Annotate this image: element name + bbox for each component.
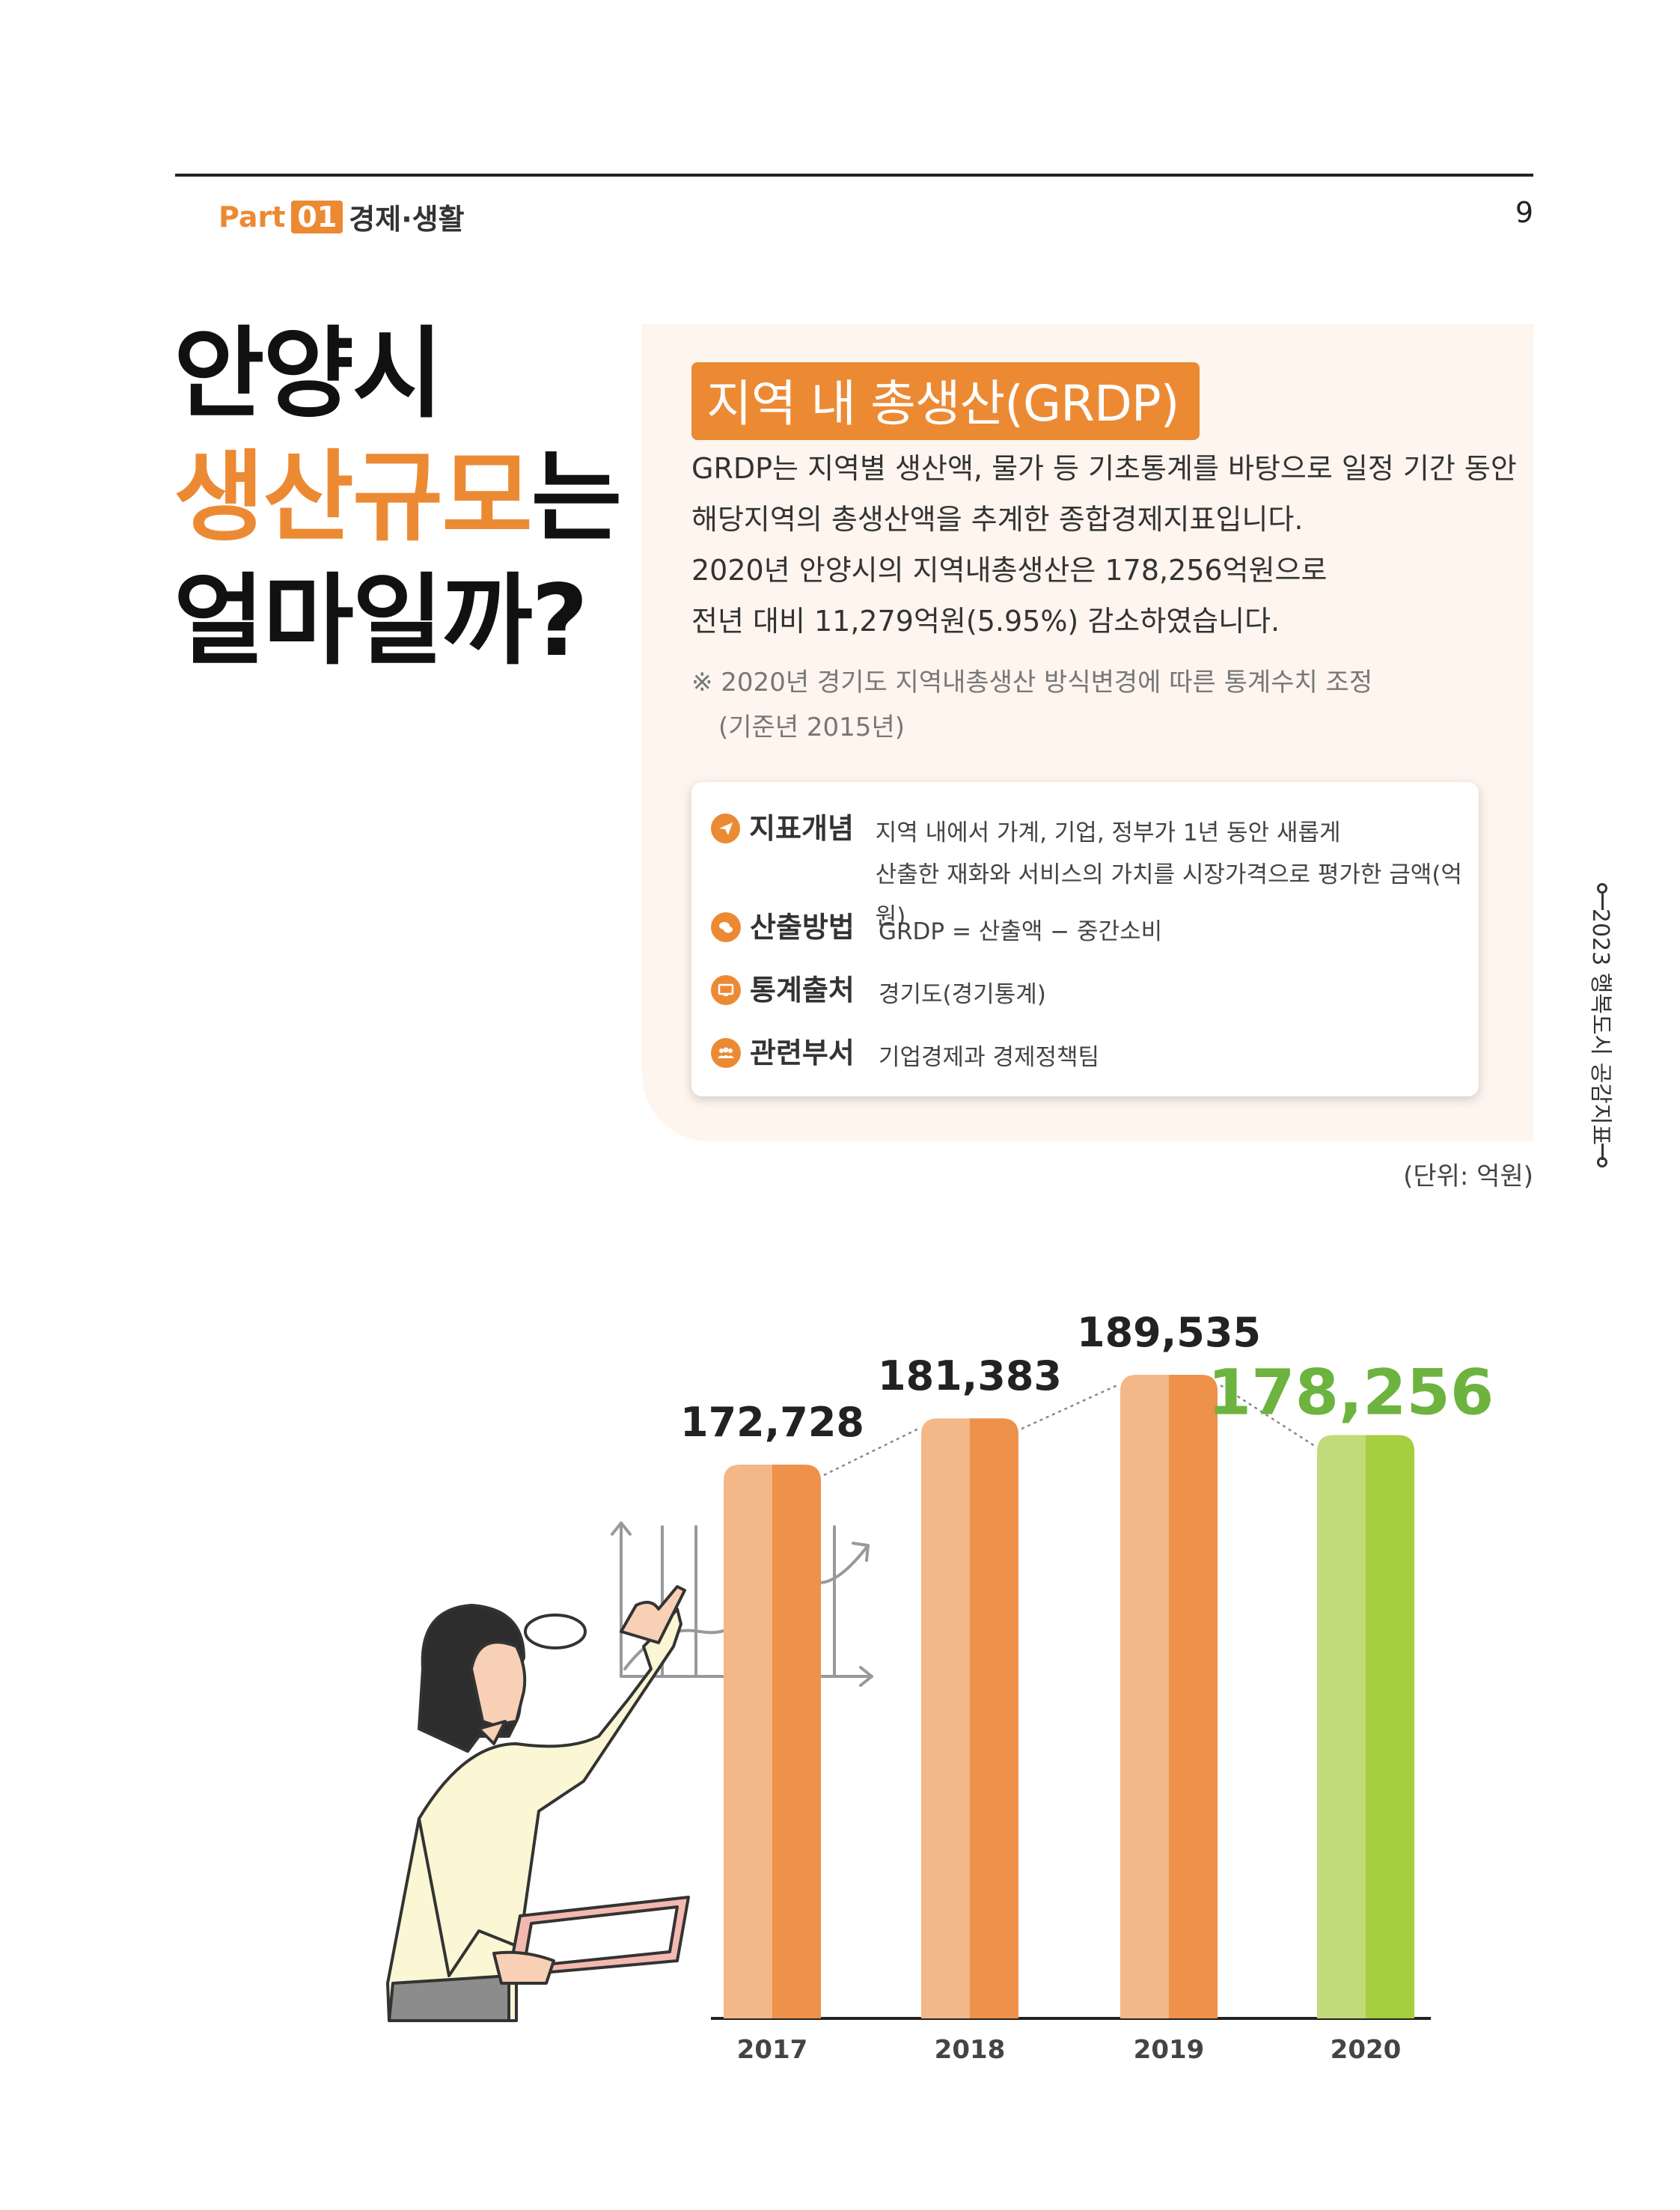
part-indicator: Part 01 경제·생활 xyxy=(219,196,465,237)
bar-2017 xyxy=(724,1465,821,2018)
category-label-2017: 2017 xyxy=(737,2035,808,2065)
title-suffix: 는 xyxy=(531,440,622,555)
detail-label: 관련부서 xyxy=(750,1037,855,1069)
note-line: (기준년 2015년) xyxy=(718,712,905,742)
detail-label: 지표개념 xyxy=(749,812,854,845)
side-tab: 2023 행복도시 공감지표 xyxy=(1587,883,1618,1167)
bar-right-half xyxy=(1169,1375,1218,2018)
part-number-badge: 01 xyxy=(291,200,343,233)
description-line: 2020년 안양시의 지역내총생산은 178,256억원으로 xyxy=(691,554,1328,587)
info-heading: 지역 내 총생산(GRDP) xyxy=(691,362,1200,440)
detail-row-method: 산출방법 GRDP = 산출액 − 중간소비 xyxy=(711,911,1162,953)
part-label: Part xyxy=(219,200,286,233)
page-title: 안양시 생산규모는 얼마일까? xyxy=(174,313,622,683)
detail-label: 통계출처 xyxy=(750,974,855,1007)
bar-right-half xyxy=(772,1465,821,2018)
side-tab-ring-bottom xyxy=(1597,1157,1607,1167)
detail-value: 지역 내에서 가계, 기업, 정부가 1년 동안 새롭게 산출한 재화와 서비스… xyxy=(876,812,1479,938)
trend-connector xyxy=(1220,1384,1315,1447)
top-rule xyxy=(175,174,1533,177)
detail-label: 산출방법 xyxy=(750,911,855,944)
monitor-icon xyxy=(711,975,741,1005)
bar-2019 xyxy=(1120,1375,1218,2018)
title-highlight: 생산규모 xyxy=(174,440,533,555)
category-label-2019: 2019 xyxy=(1134,2035,1205,2065)
bar-right-half xyxy=(1366,1435,1414,2018)
note-line: ※ 2020년 경기도 지역내총생산 방식변경에 따른 통계수치 조정 xyxy=(691,668,1373,698)
detail-value-line: 산출한 재화와 서비스의 가치를 시장가격으로 평가한 금액(억원) xyxy=(875,861,1462,930)
side-tab-stem xyxy=(1601,1144,1604,1160)
bar-2018 xyxy=(921,1418,1018,2018)
bar-left-half xyxy=(1120,1375,1169,2018)
bar-left-half xyxy=(1317,1435,1366,2018)
category-label-2018: 2018 xyxy=(935,2035,1006,2065)
chat-bubble-icon xyxy=(711,912,741,942)
detail-value-line: 지역 내에서 가계, 기업, 정부가 1년 동안 새롭게 xyxy=(875,819,1341,846)
details-card: 지표개념 지역 내에서 가계, 기업, 정부가 1년 동안 새롭게 산출한 재화… xyxy=(691,782,1479,1096)
bar-left-half xyxy=(921,1418,970,2018)
side-tab-stem xyxy=(1601,894,1604,910)
page-number: 9 xyxy=(1515,196,1533,229)
paper-plane-icon xyxy=(711,814,741,843)
detail-row-concept: 지표개념 지역 내에서 가계, 기업, 정부가 1년 동안 새롭게 산출한 재화… xyxy=(711,812,1479,938)
side-tab-ring-top xyxy=(1597,883,1607,894)
description-line: 해당지역의 총생산액을 추계한 종합경제지표입니다. xyxy=(691,503,1304,536)
detail-row-source: 통계출처 경기도(경기통계) xyxy=(711,974,1046,1016)
unit-label: (단위: 억원) xyxy=(1403,1162,1533,1191)
info-description: GRDP는 지역별 생산액, 물가 등 기초통계를 바탕으로 일정 기간 동안 … xyxy=(691,443,1517,647)
title-line-2: 생산규모는 xyxy=(174,436,622,560)
detail-row-department: 관련부서 기업경제과 경제정책팀 xyxy=(711,1037,1099,1078)
bar-right-half xyxy=(970,1418,1018,2018)
title-line-1: 안양시 xyxy=(174,317,443,432)
title-line-3: 얼마일까? xyxy=(174,564,588,679)
people-icon xyxy=(711,1038,741,1068)
value-label-2020: 178,256 xyxy=(1208,1356,1494,1429)
presenter-illustration xyxy=(386,1521,873,2022)
speech-bubble-icon xyxy=(524,1614,587,1649)
detail-value: 경기도(경기통계) xyxy=(879,981,1046,1008)
description-line: GRDP는 지역별 생산액, 물가 등 기초통계를 바탕으로 일정 기간 동안 xyxy=(691,452,1517,485)
trend-connector xyxy=(1021,1384,1118,1430)
bar-2020 xyxy=(1317,1435,1414,2018)
value-label-2019: 189,535 xyxy=(1077,1309,1261,1356)
bar-left-half xyxy=(724,1465,772,2018)
value-label-2018: 181,383 xyxy=(878,1352,1062,1399)
category-label-2020: 2020 xyxy=(1331,2035,1402,2065)
description-line: 전년 대비 11,279억원(5.95%) 감소하였습니다. xyxy=(691,605,1280,638)
section-name: 경제·생활 xyxy=(349,203,465,236)
detail-value: GRDP = 산출액 − 중간소비 xyxy=(879,918,1163,945)
value-label-2017: 172,728 xyxy=(680,1399,864,1446)
info-note: ※ 2020년 경기도 지역내총생산 방식변경에 따른 통계수치 조정 (기준년… xyxy=(691,660,1372,750)
detail-value: 기업경제과 경제정책팀 xyxy=(879,1044,1100,1071)
